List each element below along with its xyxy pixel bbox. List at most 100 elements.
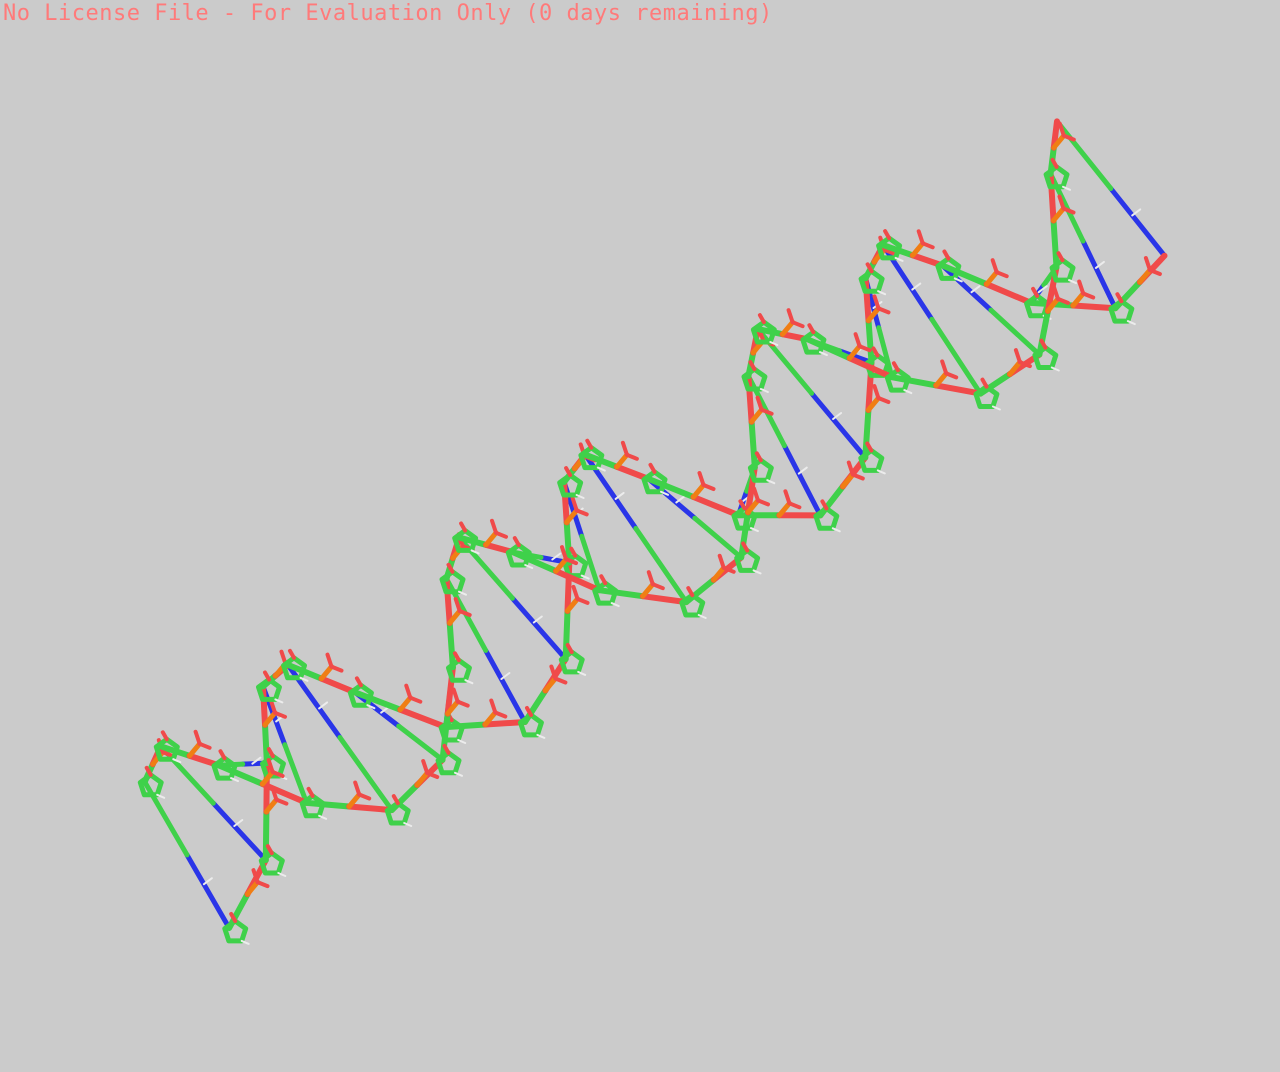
strand-b-backbone bbox=[754, 326, 786, 338]
ring-oxygen bbox=[1031, 286, 1040, 298]
phosphate-bond bbox=[745, 497, 761, 515]
deoxyribose-ring bbox=[558, 649, 585, 675]
phosphate-bond bbox=[711, 565, 727, 583]
phosphate-oxygen bbox=[846, 460, 855, 477]
deoxyribose-ring bbox=[592, 580, 619, 606]
hydrogen-atom bbox=[1068, 279, 1077, 285]
hydrogen-bond bbox=[532, 615, 543, 624]
strand-b-backbone bbox=[439, 710, 451, 763]
deoxyribose-ring bbox=[384, 800, 411, 826]
hydrogen-atom bbox=[240, 939, 250, 945]
phosphate-bond bbox=[1007, 359, 1023, 377]
deoxyribose-ring bbox=[299, 793, 326, 819]
hydrogen-bond bbox=[832, 412, 843, 420]
strand-b-backbone bbox=[748, 418, 758, 471]
phosphate-bond bbox=[564, 507, 580, 525]
ring-oxygen bbox=[565, 643, 574, 654]
hydrogen-atom bbox=[876, 469, 886, 475]
ring-oxygen bbox=[1056, 251, 1065, 263]
strand-a-backbone bbox=[862, 407, 872, 461]
phosphate-bond bbox=[553, 556, 569, 574]
base-pair-bond bbox=[337, 735, 395, 813]
phosphate-oxygen bbox=[646, 570, 655, 587]
deoxyribose-ring bbox=[750, 319, 777, 345]
strand-b-backbone bbox=[303, 799, 353, 810]
phosphate-bond bbox=[749, 407, 765, 425]
base-pair-bond bbox=[1108, 186, 1167, 259]
deoxyribose-ring bbox=[679, 592, 706, 618]
ring-oxygen bbox=[306, 786, 315, 798]
hydrogen-atom bbox=[458, 590, 467, 596]
deoxyribose-ring bbox=[884, 367, 911, 393]
strand-a-backbone bbox=[563, 519, 573, 566]
strand-b-backbone bbox=[446, 620, 456, 671]
strand-b-backbone bbox=[639, 593, 690, 606]
ring-oxygen bbox=[820, 499, 829, 511]
deoxyribose-ring bbox=[438, 717, 465, 743]
hydrogen-atom bbox=[580, 574, 590, 580]
strand-b-backbone bbox=[596, 587, 646, 600]
strand-b-backbone bbox=[745, 373, 755, 425]
license-notice: No License File - For Evaluation Only (0… bbox=[3, 1, 773, 26]
phosphate-oxygen bbox=[193, 729, 202, 746]
strand-b-backbone bbox=[509, 549, 559, 575]
strand-a-backbone bbox=[1070, 302, 1119, 312]
phosphate-oxygen bbox=[325, 652, 334, 669]
phosphate-bond bbox=[1051, 206, 1066, 223]
phosphate-bond bbox=[910, 240, 926, 258]
phosphate-oxygen bbox=[1051, 284, 1060, 301]
phosphate-oxygen bbox=[251, 868, 260, 885]
deoxyribose-ring bbox=[222, 918, 249, 944]
ring-oxygen bbox=[564, 466, 573, 478]
phosphate-oxygen bbox=[421, 759, 430, 775]
ring-oxygen bbox=[883, 229, 892, 241]
hydrogen-atom bbox=[318, 814, 328, 820]
hydrogen-atom bbox=[818, 351, 828, 357]
ring-oxygen bbox=[263, 670, 271, 682]
deoxyribose-ring bbox=[347, 682, 374, 708]
strand-a-backbone bbox=[318, 675, 358, 696]
deoxyribose-ring bbox=[800, 329, 827, 355]
phosphate-oxygen bbox=[489, 698, 498, 715]
deoxyribose-ring bbox=[439, 569, 466, 595]
phosphate-bond bbox=[483, 530, 499, 548]
hydrogen-atom bbox=[769, 341, 779, 346]
strand-b-backbone bbox=[1036, 307, 1051, 358]
base-pair-bond bbox=[633, 525, 689, 605]
hydrogen-atom bbox=[991, 405, 1001, 411]
ring-oxygen bbox=[748, 360, 757, 372]
strand-a-backbone bbox=[561, 479, 570, 526]
phosphate-oxygen bbox=[353, 780, 362, 797]
hydrogen-atom bbox=[172, 758, 182, 764]
ring-oxygen bbox=[686, 586, 695, 598]
phosphate-bond bbox=[187, 741, 203, 759]
ring-oxygen bbox=[144, 765, 153, 777]
hydrogen-bond bbox=[500, 672, 511, 680]
strand-b-backbone bbox=[443, 575, 453, 626]
phosphate-bond bbox=[1045, 296, 1061, 314]
strand-a-backbone bbox=[351, 689, 404, 713]
ring-oxygen bbox=[599, 574, 608, 586]
strand-a-backbone bbox=[260, 683, 268, 728]
hydrogen-bond bbox=[1131, 208, 1142, 217]
ring-oxygen bbox=[585, 438, 594, 450]
base-pair-bond bbox=[692, 515, 744, 560]
strand-b-backbone bbox=[215, 762, 266, 787]
strand-b-backbone bbox=[553, 568, 603, 594]
hydrogen-atom bbox=[575, 494, 585, 499]
hydrogen-atom bbox=[536, 733, 546, 739]
strand-a-backbone bbox=[613, 463, 652, 482]
phosphate-oxygen bbox=[1143, 256, 1152, 272]
deoxyribose-ring bbox=[973, 384, 1000, 409]
base-pair-bond bbox=[1054, 118, 1114, 191]
strand-a-backbone bbox=[865, 317, 875, 366]
strand-a-backbone bbox=[983, 281, 1035, 306]
hydrogen-atom bbox=[524, 564, 534, 569]
hydrogen-bond bbox=[911, 282, 922, 291]
ring-oxygen bbox=[1039, 338, 1048, 350]
strand-b-backbone bbox=[804, 336, 853, 362]
phosphate-bond bbox=[262, 710, 278, 728]
phosphate-oxygen bbox=[786, 308, 795, 325]
